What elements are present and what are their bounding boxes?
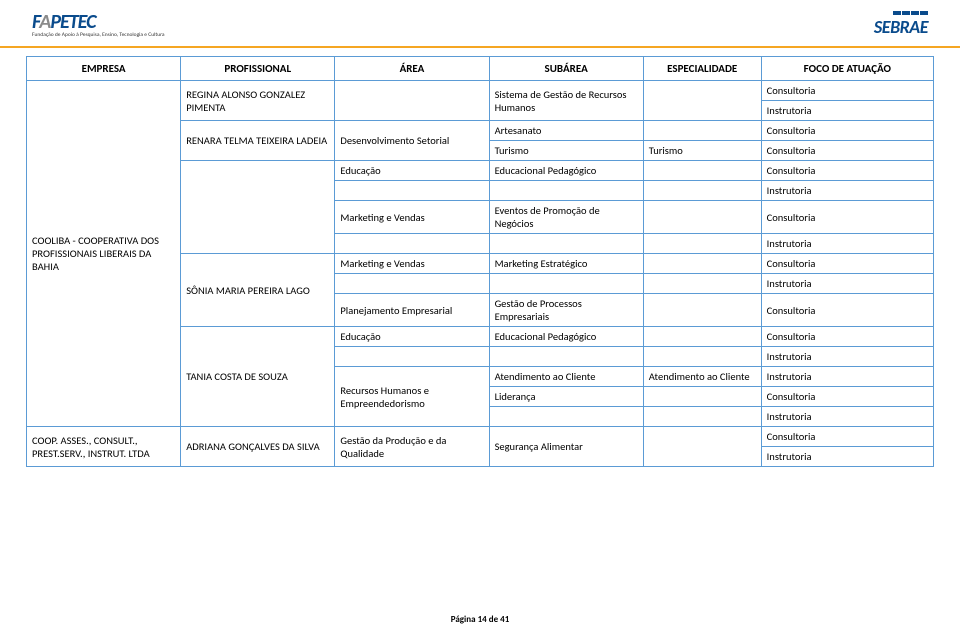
cell-esp: [643, 121, 761, 141]
cell-sub: [489, 274, 643, 294]
cell-esp: [643, 201, 761, 234]
cell-prof: REGINA ALONSO GONZALEZ PIMENTA: [181, 81, 335, 121]
cell-area: Gestão da Produção e da Qualidade: [335, 427, 489, 467]
cell-area: Educação: [335, 161, 489, 181]
cell-sub: [489, 234, 643, 254]
logo-sebrae-text: SEBRAE: [874, 16, 928, 38]
cell-esp: [643, 347, 761, 367]
table-header: EMPRESA PROFISSIONAL ÁREA SUBÁREA ESPECI…: [27, 57, 934, 81]
cell-esp: [643, 81, 761, 121]
th-foco: FOCO DE ATUAÇÃO: [761, 57, 933, 81]
cell-esp: [643, 254, 761, 274]
cell-sub: [489, 347, 643, 367]
logo-fapetec-subtitle: Fundação de Apoio à Pesquisa, Ensino, Te…: [32, 32, 165, 38]
sebrae-bars-icon: [893, 11, 928, 15]
logo-part: A: [39, 10, 50, 34]
cell-foco: Consultoria: [761, 161, 933, 181]
cell-area: Educação: [335, 327, 489, 347]
cell-prof: ADRIANA GONÇALVES DA SILVA: [181, 427, 335, 467]
cell-area: Recursos Humanos e Empreendedorismo: [335, 367, 489, 427]
logo-fapetec-text: FAPETEC: [32, 10, 95, 34]
cell-prof: SÔNIA MARIA PEREIRA LAGO: [181, 254, 335, 327]
cell-sub: Gestão de Processos Empresariais: [489, 294, 643, 327]
th-especialidade: ESPECIALIDADE: [643, 57, 761, 81]
cell-empresa: COOLIBA - COOPERATIVA DOS PROFISSIONAIS …: [27, 81, 181, 427]
cell-sub: Educacional Pedagógico: [489, 327, 643, 347]
th-area: ÁREA: [335, 57, 489, 81]
table-body: COOLIBA - COOPERATIVA DOS PROFISSIONAIS …: [27, 81, 934, 467]
cell-sub: Eventos de Promoção de Negócios: [489, 201, 643, 234]
cell-sub: Atendimento ao Cliente: [489, 367, 643, 387]
cell-area: Planejamento Empresarial: [335, 294, 489, 327]
cell-sub: Liderança: [489, 387, 643, 407]
cell-area: [335, 181, 489, 201]
logo-sebrae: SEBRAE: [874, 11, 928, 38]
th-subarea: SUBÁREA: [489, 57, 643, 81]
cell-sub: Turismo: [489, 141, 643, 161]
cell-foco: Consultoria: [761, 387, 933, 407]
cell-foco: Consultoria: [761, 327, 933, 347]
cell-sub: Artesanato: [489, 121, 643, 141]
cell-sub: Segurança Alimentar: [489, 427, 643, 467]
cell-foco: Instrutoria: [761, 347, 933, 367]
cell-esp: [643, 427, 761, 467]
cell-area: [335, 347, 489, 367]
cell-area: [335, 234, 489, 254]
logo-part: PETEC: [50, 10, 95, 34]
cell-esp: [643, 407, 761, 427]
cell-area: [335, 274, 489, 294]
cell-sub: Educacional Pedagógico: [489, 161, 643, 181]
cell-foco: Consultoria: [761, 254, 933, 274]
cell-prof: RENARA TELMA TEIXEIRA LADEIA: [181, 121, 335, 161]
cell-esp: Turismo: [643, 141, 761, 161]
cell-esp: [643, 181, 761, 201]
logo-fapetec: FAPETEC Fundação de Apoio à Pesquisa, En…: [32, 10, 165, 38]
cell-esp: [643, 294, 761, 327]
page-header: FAPETEC Fundação de Apoio à Pesquisa, En…: [0, 0, 960, 48]
cell-foco: Consultoria: [761, 201, 933, 234]
table-row: COOLIBA - COOPERATIVA DOS PROFISSIONAIS …: [27, 81, 934, 101]
cell-foco: Instrutoria: [761, 234, 933, 254]
cell-esp: [643, 161, 761, 181]
cell-foco: Instrutoria: [761, 447, 933, 467]
th-profissional: PROFISSIONAL: [181, 57, 335, 81]
cell-esp: Atendimento ao Cliente: [643, 367, 761, 387]
cell-esp: [643, 387, 761, 407]
cell-esp: [643, 327, 761, 347]
cell-foco: Consultoria: [761, 427, 933, 447]
cell-foco: Consultoria: [761, 141, 933, 161]
cell-foco: Instrutoria: [761, 101, 933, 121]
cell-area: Marketing e Vendas: [335, 254, 489, 274]
cell-foco: Instrutoria: [761, 367, 933, 387]
cell-esp: [643, 274, 761, 294]
cell-foco: Instrutoria: [761, 274, 933, 294]
page-footer: Página 14 de 41: [0, 614, 960, 625]
cell-foco: Instrutoria: [761, 181, 933, 201]
cell-area: Marketing e Vendas: [335, 201, 489, 234]
cell-foco: Consultoria: [761, 294, 933, 327]
cell-sub: Sistema de Gestão de Recursos Humanos: [489, 81, 643, 121]
cell-sub: Marketing Estratégico: [489, 254, 643, 274]
cell-foco: Consultoria: [761, 121, 933, 141]
cell-sub: [489, 181, 643, 201]
cell-empresa: COOP. ASSES., CONSULT., PREST.SERV., INS…: [27, 427, 181, 467]
cell-esp: [643, 234, 761, 254]
cell-area: [335, 81, 489, 121]
cell-foco: Consultoria: [761, 81, 933, 101]
table-row: COOP. ASSES., CONSULT., PREST.SERV., INS…: [27, 427, 934, 447]
cell-prof: [181, 161, 335, 254]
data-table: EMPRESA PROFISSIONAL ÁREA SUBÁREA ESPECI…: [26, 56, 934, 467]
cell-area: Desenvolvimento Setorial: [335, 121, 489, 161]
cell-prof: TANIA COSTA DE SOUZA: [181, 327, 335, 427]
th-empresa: EMPRESA: [27, 57, 181, 81]
cell-foco: Instrutoria: [761, 407, 933, 427]
cell-sub: [489, 407, 643, 427]
